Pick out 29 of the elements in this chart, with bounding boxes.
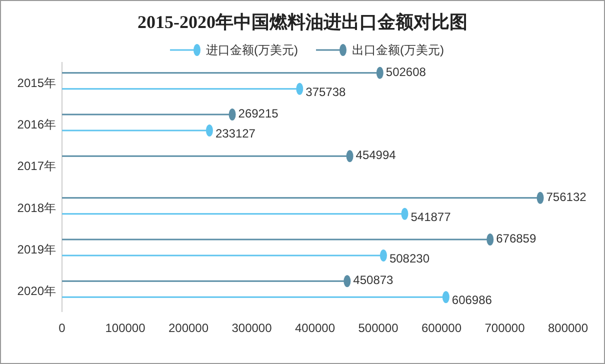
data-label: 269215 <box>238 106 279 120</box>
data-label: 756132 <box>546 190 587 204</box>
data-label: 375738 <box>306 84 346 99</box>
y-tick-label: 2020年 <box>17 284 56 298</box>
data-label: 606986 <box>452 293 492 308</box>
x-tick-label: 800000 <box>548 321 588 335</box>
data-label: 541877 <box>410 210 452 224</box>
x-tick-label: 700000 <box>484 321 526 335</box>
x-tick-label: 100000 <box>105 321 146 335</box>
legend-label: 出口金额(万美元) <box>352 43 444 57</box>
y-tick-label: 2017年 <box>17 159 56 174</box>
y-tick-label: 2016年 <box>17 118 56 132</box>
x-tick-label: 400000 <box>294 321 336 335</box>
x-tick-label: 500000 <box>358 321 399 335</box>
x-tick-label: 600000 <box>421 321 462 335</box>
y-tick-label: 2019年 <box>17 242 56 256</box>
x-tick-label: 0 <box>58 321 66 335</box>
data-label: 502608 <box>386 64 426 79</box>
chart-title: 2015-2020年中国燃料油进出口金额对比图 <box>138 12 468 32</box>
data-label: 454994 <box>356 148 396 162</box>
legend-label: 进口金额(万美元) <box>206 43 298 57</box>
data-label: 508230 <box>389 252 430 266</box>
data-label: 450873 <box>353 273 394 288</box>
data-label: 676859 <box>496 232 536 246</box>
data-label: 233127 <box>215 126 256 140</box>
x-tick-label: 200000 <box>168 321 209 335</box>
x-tick-label: 300000 <box>232 321 272 335</box>
y-tick-label: 2018年 <box>17 200 56 215</box>
y-tick-label: 2015年 <box>17 76 56 90</box>
